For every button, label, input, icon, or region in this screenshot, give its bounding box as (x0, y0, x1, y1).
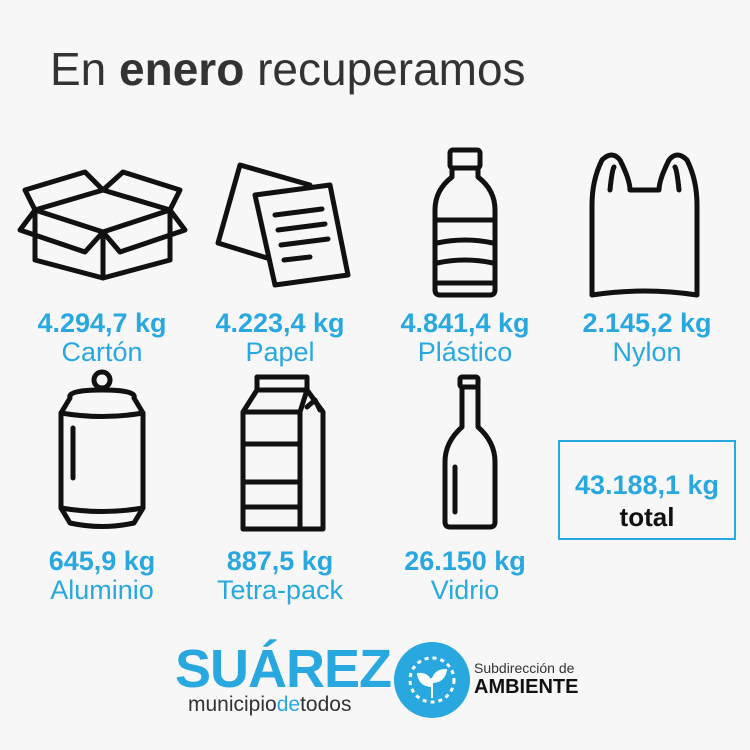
total-box (558, 440, 736, 540)
title-bold: enero (119, 43, 245, 95)
paper-icon (215, 162, 351, 288)
total-label: total (619, 502, 675, 532)
item-label: Nylon (612, 337, 682, 367)
tag-mid: de (276, 693, 301, 716)
item-label: Plástico (417, 337, 513, 367)
brand: SUÁREZ (175, 639, 392, 699)
item-label: Cartón (61, 337, 143, 367)
tagline: municipiodetodos (188, 693, 351, 717)
item-label: Aluminio (50, 575, 154, 605)
title-end: recuperamos (257, 43, 526, 95)
total-amount: 43.188,1 kg (574, 470, 720, 500)
item-amount: 2.145,2 kg (582, 308, 712, 338)
title-start: En (50, 43, 107, 95)
can-icon (58, 369, 146, 529)
dept-line2: AMBIENTE (474, 676, 579, 698)
dept-line1: Subdirección de (474, 660, 575, 676)
bag-icon (589, 152, 700, 298)
bottle-icon (432, 147, 498, 298)
item-label: Tetra-pack (216, 575, 344, 605)
item-label: Vidrio (430, 575, 500, 605)
item-amount: 645,9 kg (48, 546, 156, 576)
title: En enero recuperamos (50, 42, 526, 96)
carton-icon (240, 374, 326, 532)
tag-start: municipio (188, 693, 277, 716)
item-amount: 4.223,4 kg (215, 308, 345, 338)
item-amount: 4.294,7 kg (37, 308, 167, 338)
box-icon (17, 169, 188, 281)
glass-bottle-icon (442, 374, 498, 530)
item-label: Papel (245, 337, 315, 367)
dept-logo (394, 642, 470, 718)
item-amount: 4.841,4 kg (400, 308, 530, 338)
tag-end: todos (300, 693, 352, 716)
item-amount: 887,5 kg (226, 546, 334, 576)
item-amount: 26.150 kg (404, 546, 526, 576)
